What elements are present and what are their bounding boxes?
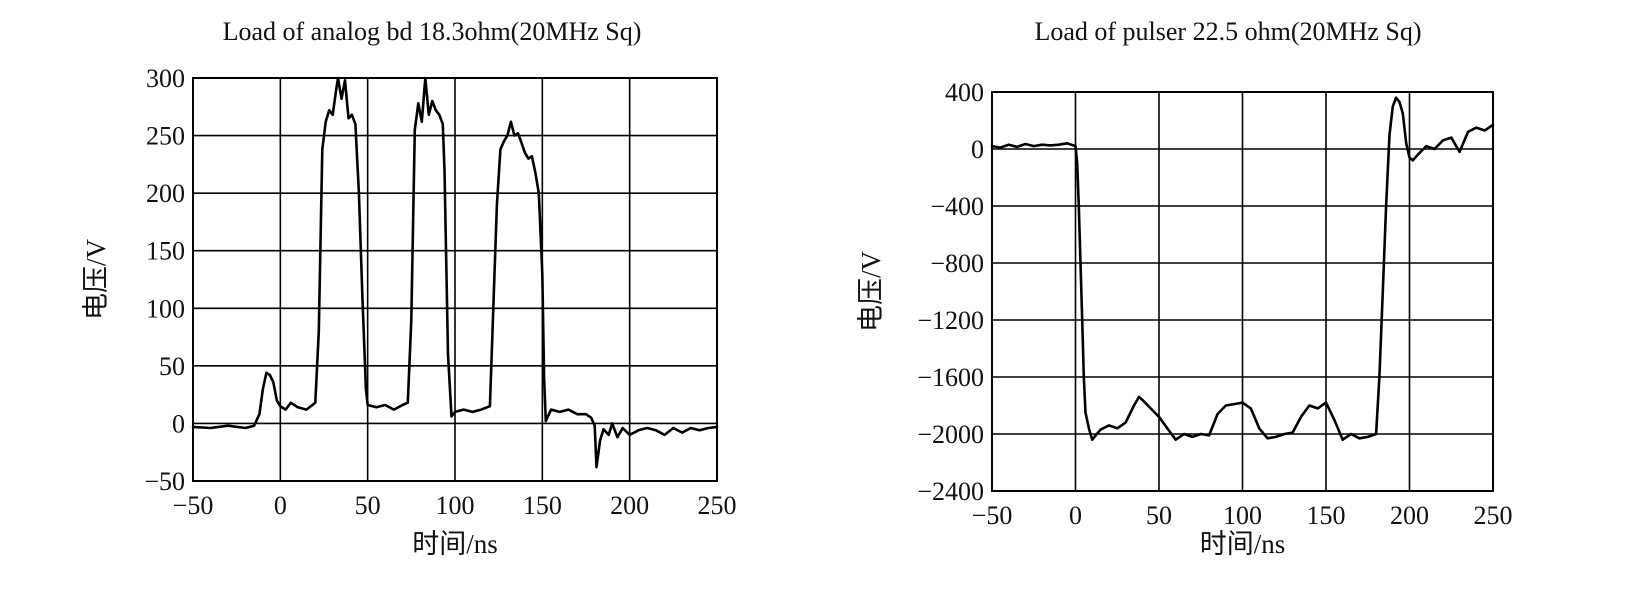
x-tick-label: −50 — [173, 491, 214, 520]
y-tick-label: 200 — [146, 179, 185, 208]
y-tick-label: −2000 — [917, 420, 984, 449]
x-tick-label: 150 — [523, 491, 562, 520]
y-tick-label: 50 — [159, 352, 185, 381]
y-tick-label: 150 — [146, 237, 185, 266]
y-tick-label: 300 — [146, 64, 185, 93]
plot-frame — [991, 91, 1494, 492]
x-tick-label: −50 — [972, 501, 1013, 530]
y-tick-label: 0 — [971, 135, 984, 164]
y-tick-label: −400 — [930, 192, 984, 221]
x-tick-label: 250 — [698, 491, 737, 520]
x-tick-label: 100 — [436, 491, 475, 520]
chart-title: Load of pulser 22.5 ohm(20MHz Sq) — [1034, 17, 1421, 46]
y-tick-label: −800 — [930, 249, 984, 278]
x-tick-label: 150 — [1307, 501, 1346, 530]
x-tick-label: 250 — [1474, 501, 1513, 530]
y-tick-label: −1200 — [917, 306, 984, 335]
y-tick-label: 400 — [945, 78, 984, 107]
y-tick-label: −50 — [144, 467, 185, 496]
y-tick-label: 250 — [146, 122, 185, 151]
x-tick-label: 200 — [610, 491, 649, 520]
x-tick-label: 50 — [1146, 501, 1172, 530]
y-axis-label: 电压/V — [81, 238, 111, 320]
chart-title: Load of analog bd 18.3ohm(20MHz Sq) — [223, 17, 642, 46]
x-tick-label: 50 — [355, 491, 381, 520]
y-axis-label: 电压/V — [856, 250, 886, 332]
series-line-1 — [990, 96, 1495, 441]
y-tick-label: 0 — [172, 409, 185, 438]
x-axis-label: 时间/ns — [412, 529, 498, 559]
x-tick-label: 0 — [274, 491, 287, 520]
y-tick-label: 100 — [146, 294, 185, 323]
series-line-1 — [191, 76, 719, 469]
y-tick-label: −2400 — [917, 477, 984, 506]
x-tick-label: 100 — [1223, 501, 1262, 530]
plot-frame — [192, 77, 718, 482]
x-tick-label: 0 — [1069, 501, 1082, 530]
x-tick-label: 200 — [1390, 501, 1429, 530]
y-tick-label: −1600 — [917, 363, 984, 392]
x-axis-label: 时间/ns — [1200, 529, 1286, 559]
chart-1: Load of analog bd 18.3ohm(20MHz Sq) −50 0 5… — [81, 17, 737, 559]
chart-2: Load of pulser 22.5 ohm(20MHz Sq) −50 0 50 1… — [856, 17, 1513, 559]
